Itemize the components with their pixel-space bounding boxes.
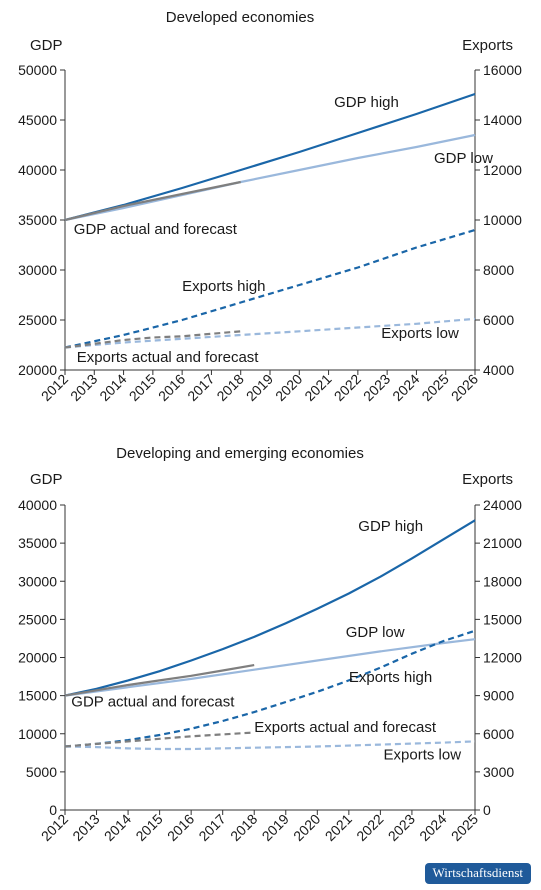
series-line-gdp-high <box>64 519 476 697</box>
y-right-tick-label: 21000 <box>483 535 522 551</box>
y-left-tick-label: 35000 <box>18 212 57 228</box>
y-axis-left-label: GDP <box>30 471 63 488</box>
x-tick-label: 2021 <box>322 811 355 844</box>
series-annotation: GDP high <box>358 518 423 535</box>
series-annotation: GDP actual and forecast <box>74 221 238 238</box>
series-annotation: Exports actual and forecast <box>254 719 437 736</box>
series-annotation: Exports actual and forecast <box>77 349 260 366</box>
y-right-tick-label: 9000 <box>483 688 514 704</box>
x-tick-label: 2023 <box>385 811 418 844</box>
y-left-tick-label: 30000 <box>18 262 57 278</box>
y-left-tick-label: 45000 <box>18 112 57 128</box>
y-left-tick-label: 35000 <box>18 535 57 551</box>
series-annotation: Exports high <box>349 669 432 686</box>
y-right-tick-label: 4000 <box>483 362 514 378</box>
x-tick-label: 2018 <box>213 371 246 404</box>
x-tick-label: 2025 <box>448 811 481 844</box>
series-line-exports-low <box>64 317 476 349</box>
x-tick-label: 2020 <box>290 811 323 844</box>
x-tick-label: 2015 <box>132 811 165 844</box>
y-right-tick-label: 3000 <box>483 764 514 780</box>
x-tick-label: 2013 <box>69 811 102 844</box>
publisher-badge: Wirtschaftsdienst <box>424 863 531 884</box>
y-left-tick-label: 25000 <box>18 312 57 328</box>
y-right-tick-label: 12000 <box>483 162 522 178</box>
series-annotation: GDP high <box>334 94 399 111</box>
y-right-tick-label: 12000 <box>483 650 522 666</box>
x-tick-label: 2017 <box>184 371 217 404</box>
y-right-tick-label: 16000 <box>483 62 522 78</box>
series-annotation: GDP low <box>346 624 405 641</box>
y-left-tick-label: 40000 <box>18 162 57 178</box>
y-right-tick-label: 18000 <box>483 573 522 589</box>
x-tick-label: 2020 <box>272 371 305 404</box>
series-line-exports-high <box>64 629 476 748</box>
y-left-tick-label: 50000 <box>18 62 57 78</box>
series-line-gdp-actual-and-forecast <box>64 180 241 222</box>
series-annotation: GDP actual and forecast <box>71 693 235 710</box>
x-tick-label: 2012 <box>38 811 71 844</box>
y-right-tick-label: 0 <box>483 802 491 818</box>
x-tick-label: 2016 <box>164 811 197 844</box>
series-line-gdp-high <box>64 92 476 222</box>
x-tick-label: 2013 <box>67 371 100 404</box>
series-annotation: GDP low <box>434 150 493 167</box>
series-line-gdp-low <box>64 638 476 697</box>
y-axis-right-label: Exports <box>462 37 513 54</box>
x-tick-label: 2017 <box>195 811 228 844</box>
x-tick-label: 2022 <box>331 371 364 404</box>
x-tick-label: 2023 <box>360 371 393 404</box>
x-tick-label: 2019 <box>259 811 292 844</box>
chart-title: Developed economies <box>166 9 314 26</box>
y-left-tick-label: 15000 <box>18 688 57 704</box>
y-right-tick-label: 24000 <box>483 497 522 513</box>
x-tick-label: 2022 <box>353 811 386 844</box>
chart-2: Developing and emerging economies GDP Expo… <box>18 445 522 844</box>
x-tick-label: 2024 <box>416 811 449 844</box>
y-right-tick-label: 10000 <box>483 212 522 228</box>
y-left-tick-label: 5000 <box>26 764 57 780</box>
x-tick-label: 2016 <box>155 371 188 404</box>
series-annotation: Exports high <box>182 278 265 295</box>
series-line-exports-actual-and-forecast <box>64 731 255 748</box>
y-left-tick-label: 10000 <box>18 726 57 742</box>
chart-1: Developed economies GDP Exports 20000 25000 3… <box>18 9 522 404</box>
y-left-tick-label: 40000 <box>18 497 57 513</box>
y-left-tick-label: 20000 <box>18 362 57 378</box>
x-tick-label: 2021 <box>301 371 334 404</box>
y-left-tick-label: 0 <box>49 802 57 818</box>
series-annotation: Exports low <box>384 747 462 764</box>
x-tick-label: 2026 <box>448 371 481 404</box>
x-tick-label: 2014 <box>96 371 129 404</box>
y-left-tick-label: 30000 <box>18 573 57 589</box>
series-line-gdp-low <box>64 133 476 222</box>
series-line-exports-actual-and-forecast <box>64 330 241 349</box>
y-axis-left-label: GDP <box>30 37 63 54</box>
x-tick-label: 2018 <box>227 811 260 844</box>
y-right-tick-label: 14000 <box>483 112 522 128</box>
y-axis-right-label: Exports <box>462 471 513 488</box>
x-tick-label: 2024 <box>389 371 422 404</box>
y-left-tick-label: 25000 <box>18 611 57 627</box>
chart-title: Developing and emerging economies <box>116 445 364 462</box>
y-right-tick-label: 6000 <box>483 312 514 328</box>
x-tick-label: 2014 <box>101 811 134 844</box>
y-right-tick-label: 6000 <box>483 726 514 742</box>
x-tick-label: 2015 <box>126 371 159 404</box>
x-tick-label: 2019 <box>243 371 276 404</box>
y-left-tick-label: 20000 <box>18 650 57 666</box>
y-right-tick-label: 8000 <box>483 262 514 278</box>
x-tick-label: 2025 <box>418 371 451 404</box>
series-line-gdp-actual-and-forecast <box>64 664 255 697</box>
y-right-tick-label: 15000 <box>483 611 522 627</box>
series-line-exports-high <box>64 228 476 349</box>
series-annotation: Exports low <box>381 325 459 342</box>
